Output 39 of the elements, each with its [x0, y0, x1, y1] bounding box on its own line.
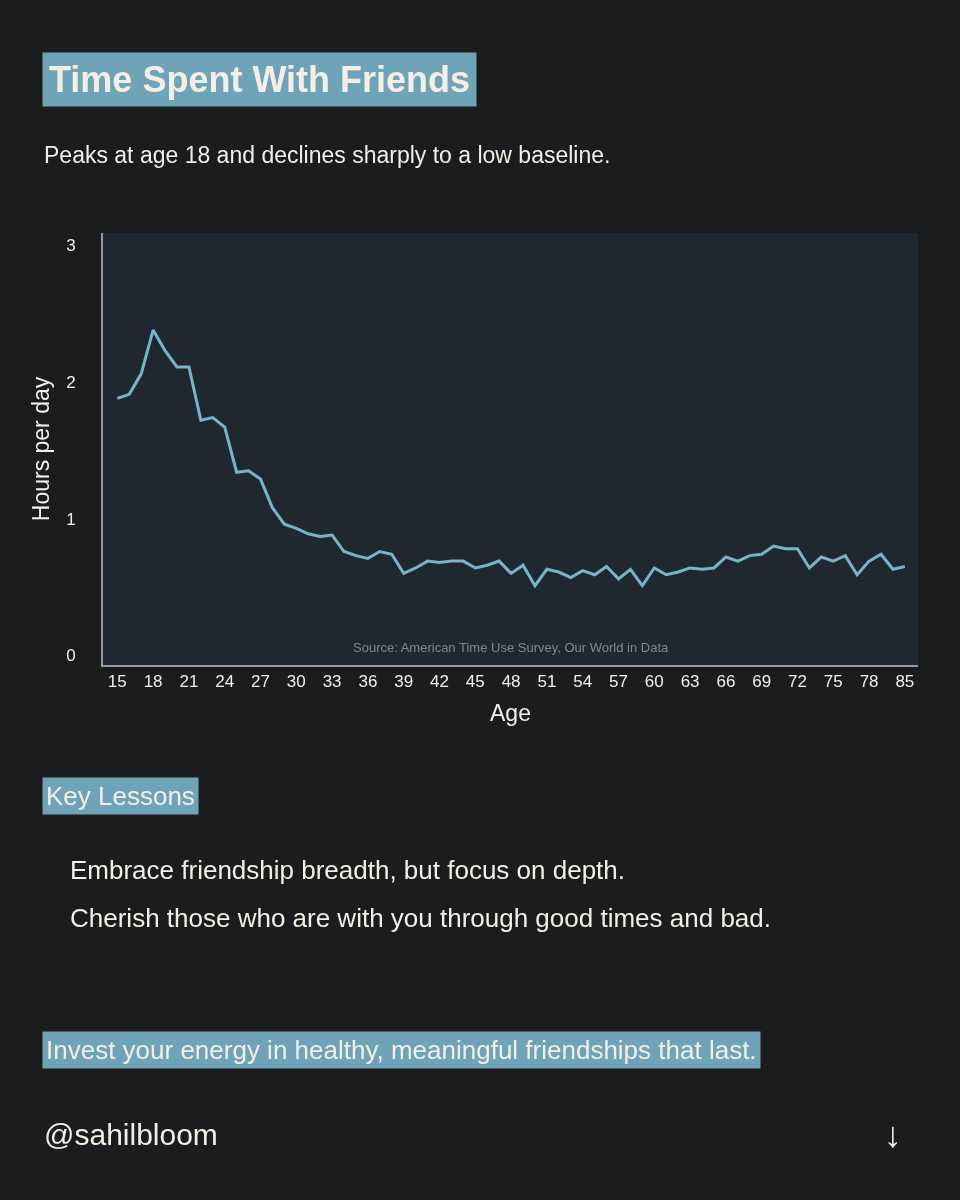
- x-tick-label: 75: [823, 672, 843, 692]
- y-tick-label: 3: [66, 236, 76, 256]
- y-tick-label: 2: [66, 372, 76, 392]
- x-tick-label: 60: [644, 672, 664, 692]
- x-tick-label: 51: [537, 672, 557, 692]
- text: Embrace friendship breadth, but focus on depth.: [70, 855, 626, 885]
- x-tick-label: 54: [573, 672, 593, 692]
- text: Key Lessons: [46, 781, 195, 811]
- line-series: [115, 328, 907, 588]
- x-tick-label: 78: [859, 672, 879, 692]
- x-tick-label: 48: [501, 672, 521, 692]
- x-tick-label: 18: [143, 672, 163, 692]
- x-tick-label: 39: [394, 672, 414, 692]
- x-tick-label: 63: [680, 672, 700, 692]
- y-tick-label: 1: [66, 509, 76, 529]
- x-tick-label: 69: [752, 672, 772, 692]
- x-tick-label: 24: [215, 672, 235, 692]
- x-tick-label: 30: [286, 672, 306, 692]
- text: Cherish those who are with you through good times and bad.: [70, 903, 771, 933]
- x-tick-label: 36: [358, 672, 378, 692]
- x-tick-label: 15: [107, 672, 127, 692]
- annotation: Source: American Time Use Survey, Our World in Data: [353, 640, 670, 655]
- x-tick-label: 72: [788, 672, 807, 692]
- text: @sahilbloom: [44, 1118, 218, 1151]
- y-tick-label: 0: [66, 646, 76, 666]
- x-tick-label: 66: [716, 672, 736, 692]
- y-axis-title: Hours per day: [28, 376, 55, 522]
- x-tick-label: 27: [251, 672, 270, 692]
- x-tick-label: 57: [609, 672, 628, 692]
- text: ↓: [884, 1114, 902, 1155]
- x-tick-label: 85: [895, 672, 915, 692]
- text: Invest your energy in healthy, meaningful friendships that last.: [46, 1035, 757, 1065]
- x-tick-label: 21: [179, 672, 199, 692]
- chart-subtitle: Peaks at age 18 and declines sharply to a low baseline.: [44, 142, 611, 168]
- x-tick-label: 45: [465, 672, 485, 692]
- x-axis-title: Age: [490, 699, 531, 726]
- x-tick-label: 33: [322, 672, 342, 692]
- chart-title: Time Spent With Friends: [49, 59, 471, 100]
- x-tick-label: 42: [430, 672, 449, 692]
